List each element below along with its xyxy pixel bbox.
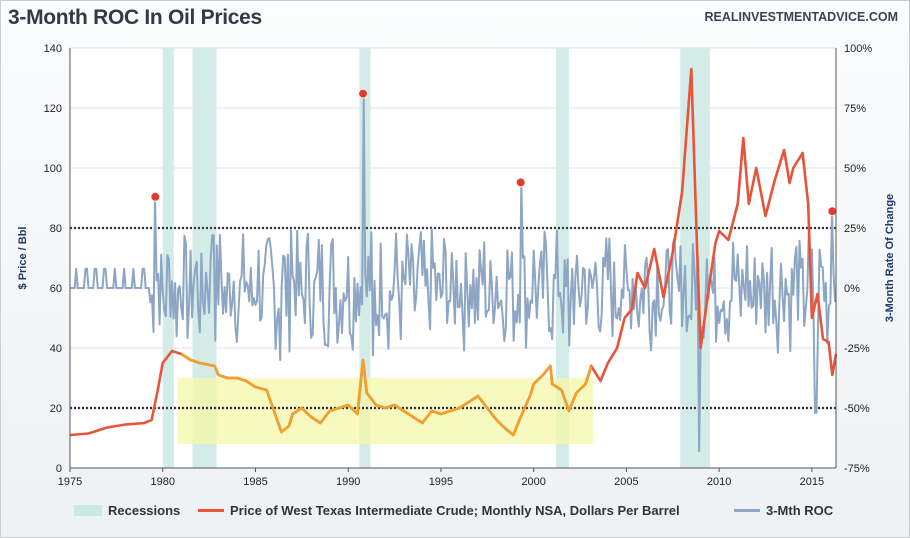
- y-right-tick-label: 0%: [844, 283, 860, 295]
- y-right-axis-label: 3-Month Rate Of Change: [884, 194, 896, 322]
- x-tick-label: 2000: [521, 476, 545, 488]
- legend-recessions: Recessions: [74, 503, 180, 518]
- y-left-tick-label: 140: [44, 43, 62, 55]
- roc-peak-marker: [827, 206, 838, 217]
- highlight-band: [177, 378, 594, 444]
- x-tick-label: 1985: [243, 476, 267, 488]
- legend-price-swatch: [198, 509, 224, 512]
- y-right-tick-label: -75%: [844, 463, 870, 475]
- x-tick-label: 2010: [707, 476, 731, 488]
- y-left-tick-label: 40: [50, 343, 62, 355]
- chart-legend: Recessions Price of West Texas Intermedi…: [0, 500, 908, 524]
- y-right-tick-label: -25%: [844, 343, 870, 355]
- roc-peak-marker: [150, 191, 161, 202]
- legend-recessions-label: Recessions: [108, 503, 181, 518]
- price-highlight-segment: [180, 352, 593, 437]
- y-left-tick-label: 20: [50, 403, 62, 415]
- x-tick-label: 2005: [614, 476, 638, 488]
- x-tick-label: 2015: [800, 476, 824, 488]
- y-right-tick-label: 100%: [844, 43, 872, 55]
- y-left-axis-label: $ Price / Bbl: [17, 227, 29, 290]
- roc-series-line: [70, 92, 837, 453]
- chart-title: 3-Month ROC In Oil Prices: [8, 6, 262, 29]
- x-tick-label: 1975: [58, 476, 82, 488]
- recession-band: [680, 48, 710, 468]
- oil-roc-chart: 0 20 40 60 80 100 120 140 -75% -50% -25% 0% 25% 50% 75…: [17, 43, 896, 488]
- legend-roc: 3-Mth ROC: [734, 503, 833, 518]
- y-right-tick-label: 50%: [844, 163, 866, 175]
- y-left-tick-label: 0: [56, 463, 62, 475]
- y-right-tick-label: 25%: [844, 223, 866, 235]
- x-tick-label: 1995: [429, 476, 453, 488]
- legend-price-label: Price of West Texas Intermediate Crude; …: [230, 503, 680, 518]
- roc-peak-marker: [515, 177, 526, 188]
- y-left-tick-label: 120: [44, 103, 62, 115]
- legend-roc-swatch: [734, 509, 760, 512]
- y-right-tick-label: -50%: [844, 403, 870, 415]
- y-left-tick-label: 100: [44, 163, 62, 175]
- recession-band: [555, 48, 569, 468]
- y-left-tick-label: 60: [50, 283, 62, 295]
- x-tick-label: 1990: [336, 476, 360, 488]
- legend-roc-label: 3-Mth ROC: [766, 503, 834, 518]
- legend-price: Price of West Texas Intermediate Crude; …: [198, 503, 680, 518]
- legend-recession-swatch: [74, 505, 102, 516]
- roc-peak-marker: [358, 88, 369, 99]
- y-right-tick-label: 75%: [844, 103, 866, 115]
- x-tick-label: 1980: [150, 476, 174, 488]
- source-label: REALINVESTMENTADVICE.COM: [704, 10, 898, 24]
- y-left-tick-label: 80: [50, 223, 62, 235]
